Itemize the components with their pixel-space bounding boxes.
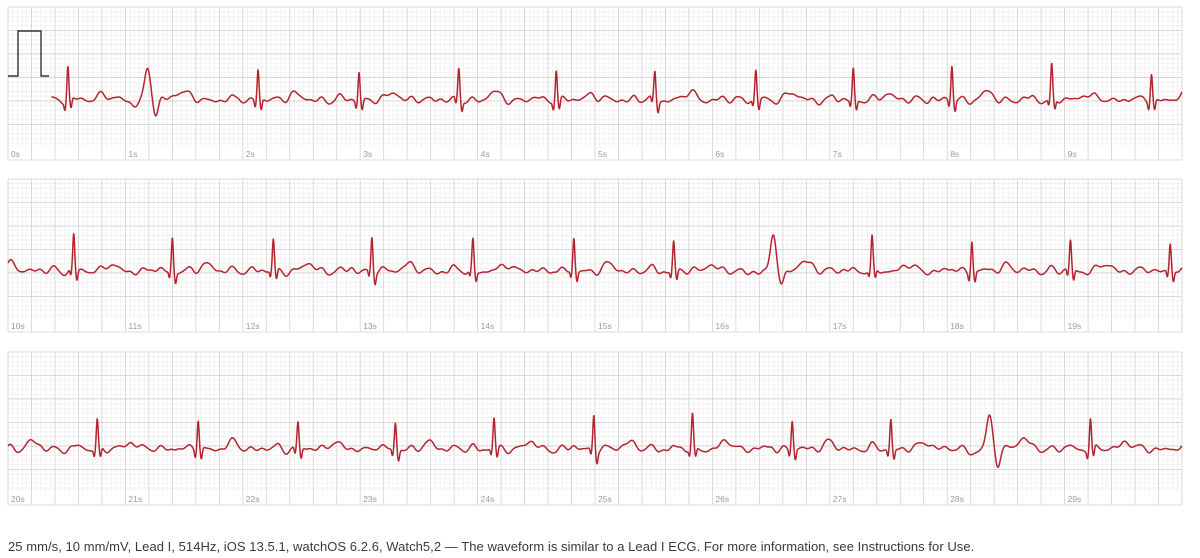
ecg-strip-row-3: 20s 21s 22s 23s 24s 25s 26s 27s 28s 29s xyxy=(7,351,1183,506)
calibration-pulse xyxy=(8,30,49,77)
time-tick-label: 12s xyxy=(246,321,260,331)
time-tick-label: 4s xyxy=(481,149,490,159)
ecg-grid xyxy=(7,6,1183,161)
time-tick-label: 16s xyxy=(715,321,729,331)
time-tick-label: 20s xyxy=(11,494,25,504)
time-tick-label: 14s xyxy=(481,321,495,331)
time-tick-label: 18s xyxy=(950,321,964,331)
time-tick-label: 15s xyxy=(598,321,612,331)
ecg-trace-line xyxy=(50,62,1183,117)
time-tick-label: 29s xyxy=(1068,494,1082,504)
time-tick-label: 10s xyxy=(11,321,25,331)
grid-major-lines xyxy=(7,178,1183,332)
time-tick-label: 24s xyxy=(481,494,495,504)
ecg-strip-row-1: 0s 1s 2s 3s 4s 5s 6s 7s 8s 9s xyxy=(7,6,1183,161)
time-tick-label: 23s xyxy=(363,494,377,504)
time-tick-label: 7s xyxy=(833,149,842,159)
ecg-trace-line xyxy=(7,233,1183,286)
ecg-footer-caption: 25 mm/s, 10 mm/mV, Lead I, 514Hz, iOS 13… xyxy=(8,539,975,554)
time-tick-label: 8s xyxy=(950,149,959,159)
time-tick-label: 3s xyxy=(363,149,372,159)
time-tick-label: 25s xyxy=(598,494,612,504)
time-tick-label: 6s xyxy=(715,149,724,159)
time-tick-label: 2s xyxy=(246,149,255,159)
grid-major-lines xyxy=(7,6,1183,160)
time-tick-label: 17s xyxy=(833,321,847,331)
time-tick-label: 11s xyxy=(128,321,141,331)
time-tick-label: 5s xyxy=(598,149,607,159)
ecg-strip-row-2: 10s 11s 12s 13s 14s 15s 16s 17s 18s 19s xyxy=(7,178,1183,333)
time-tick-label: 1s xyxy=(128,149,137,159)
time-tick-label: 19s xyxy=(1068,321,1082,331)
time-tick-label: 28s xyxy=(950,494,964,504)
time-tick-label: 13s xyxy=(363,321,377,331)
time-tick-label: 21s xyxy=(128,494,142,504)
time-tick-label: 0s xyxy=(11,149,20,159)
time-tick-label: 22s xyxy=(246,494,260,504)
ecg-trace-line xyxy=(7,412,1183,468)
time-tick-label: 9s xyxy=(1068,149,1077,159)
time-tick-label: 26s xyxy=(715,494,729,504)
ecg-grid xyxy=(7,178,1183,333)
ecg-chart: 0s 1s 2s 3s 4s 5s 6s 7s 8s 9s 10s 11s 12s 13s 14s 15s 16… xyxy=(7,6,1183,506)
time-tick-label: 27s xyxy=(833,494,847,504)
